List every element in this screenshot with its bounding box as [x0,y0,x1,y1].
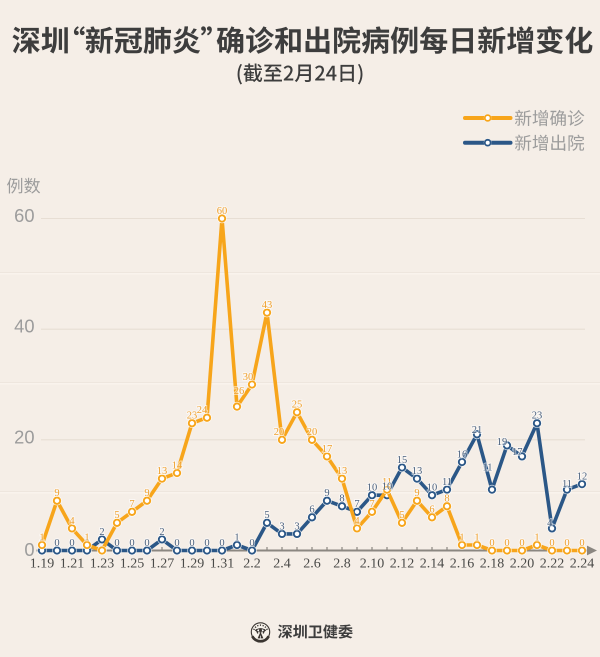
svg-text:1.19: 1.19 [30,557,55,572]
svg-text:11: 11 [382,477,392,488]
svg-text:6: 6 [429,505,434,516]
svg-text:9: 9 [144,488,149,499]
svg-text:0: 0 [114,538,119,549]
svg-text:4: 4 [354,516,360,527]
svg-text:2.10: 2.10 [360,557,385,572]
svg-text:13: 13 [412,466,423,477]
svg-text:1: 1 [459,532,464,543]
svg-text:11: 11 [562,479,572,490]
svg-text:13: 13 [337,466,348,477]
svg-text:12: 12 [577,472,588,483]
svg-text:5: 5 [399,510,404,521]
svg-text:2.4: 2.4 [273,557,291,572]
svg-text:0: 0 [219,538,224,549]
svg-text:1: 1 [474,532,479,543]
svg-text:5: 5 [264,510,269,521]
svg-text:13: 13 [157,466,168,477]
svg-text:25: 25 [292,400,303,411]
svg-text:24: 24 [197,405,208,416]
svg-text:0: 0 [249,538,254,549]
svg-text:0: 0 [489,538,494,549]
svg-text:1: 1 [39,532,44,543]
svg-text:8: 8 [444,494,449,505]
svg-text:0: 0 [24,539,34,560]
svg-text:2.16: 2.16 [450,557,475,572]
svg-text:1: 1 [534,532,539,543]
svg-text:1: 1 [84,532,89,543]
svg-text:1: 1 [234,532,239,543]
svg-text:11: 11 [482,462,492,473]
svg-text:2: 2 [159,527,164,538]
svg-text:0: 0 [549,538,554,549]
svg-text:0: 0 [564,538,569,549]
svg-text:2.18: 2.18 [480,557,505,572]
svg-text:0: 0 [144,538,149,549]
svg-text:0: 0 [519,538,524,549]
svg-text:4: 4 [69,516,75,527]
svg-text:17: 17 [512,447,523,458]
svg-text:60: 60 [217,206,228,217]
svg-text:0: 0 [54,538,59,549]
svg-text:1.23: 1.23 [90,557,115,572]
svg-text:9: 9 [54,488,59,499]
svg-text:11: 11 [442,477,452,488]
svg-text:7: 7 [129,499,134,510]
svg-text:10: 10 [427,483,438,494]
svg-text:5: 5 [114,510,119,521]
svg-text:9: 9 [414,488,419,499]
svg-text:0: 0 [189,538,194,549]
svg-text:2.22: 2.22 [540,557,565,572]
svg-text:0: 0 [129,538,134,549]
svg-text:60: 60 [14,205,34,226]
svg-text:1.21: 1.21 [60,557,85,572]
svg-text:2.14: 2.14 [420,557,445,572]
svg-text:15: 15 [397,455,408,466]
svg-text:7: 7 [354,499,359,510]
svg-text:9: 9 [324,488,329,499]
svg-text:1.31: 1.31 [210,557,235,572]
svg-text:21: 21 [472,425,483,436]
svg-text:0: 0 [579,538,584,549]
svg-text:10: 10 [367,483,378,494]
svg-text:2: 2 [99,527,104,538]
svg-text:43: 43 [262,300,273,311]
svg-text:2.8: 2.8 [333,557,351,572]
svg-text:17: 17 [322,444,333,455]
svg-text:20: 20 [307,427,318,438]
svg-text:0: 0 [204,538,209,549]
svg-text:3: 3 [279,521,284,532]
svg-text:2.2: 2.2 [243,557,261,572]
svg-text:6: 6 [309,505,314,516]
svg-text:2.24: 2.24 [570,557,595,572]
svg-text:23: 23 [187,411,198,422]
svg-text:8: 8 [339,494,344,505]
svg-text:19: 19 [497,437,508,448]
svg-text:23: 23 [532,411,543,422]
svg-text:1.27: 1.27 [150,557,175,572]
svg-text:4: 4 [547,518,553,529]
svg-text:30: 30 [243,372,254,383]
svg-text:2.6: 2.6 [303,557,321,572]
svg-text:3: 3 [294,521,299,532]
svg-text:2.20: 2.20 [510,557,535,572]
svg-text:0: 0 [69,538,74,549]
svg-text:10: 10 [382,482,393,493]
svg-text:7: 7 [369,499,374,510]
svg-text:16: 16 [457,449,468,460]
svg-text:14: 14 [172,460,183,471]
svg-text:1.25: 1.25 [120,557,145,572]
svg-text:1.29: 1.29 [180,557,205,572]
svg-text:40: 40 [14,316,34,337]
svg-text:2.12: 2.12 [390,557,415,572]
svg-text:0: 0 [174,538,179,549]
svg-text:26: 26 [234,386,245,397]
svg-text:20: 20 [274,427,285,438]
svg-text:20: 20 [14,426,34,447]
svg-text:0: 0 [504,538,509,549]
